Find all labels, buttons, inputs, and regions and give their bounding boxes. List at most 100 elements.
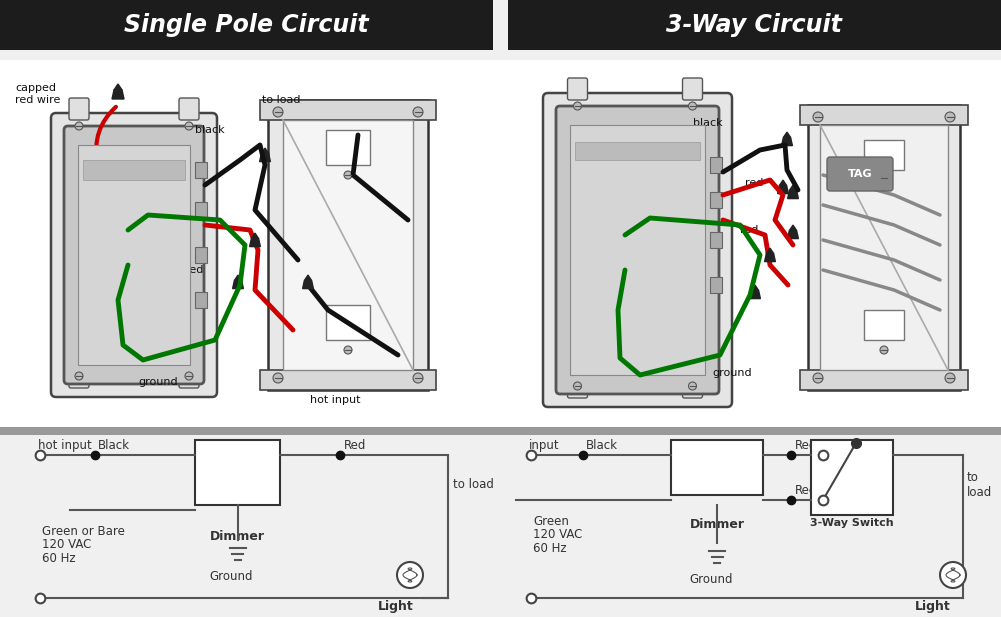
Text: TAG: TAG — [848, 169, 872, 179]
Text: Red: Red — [795, 484, 818, 497]
Text: 120 VAC: 120 VAC — [533, 528, 583, 541]
Polygon shape — [112, 90, 124, 99]
Circle shape — [185, 122, 193, 130]
Polygon shape — [752, 285, 759, 291]
Text: Green or Bare: Green or Bare — [42, 525, 125, 538]
Bar — [508, 0, 1001, 50]
FancyBboxPatch shape — [51, 113, 217, 397]
FancyBboxPatch shape — [179, 98, 199, 120]
Text: hot input: hot input — [38, 439, 92, 452]
Bar — [0, 0, 493, 50]
Text: 60 Hz: 60 Hz — [533, 542, 567, 555]
Bar — [500, 60, 1001, 430]
Bar — [710, 157, 722, 173]
FancyBboxPatch shape — [179, 366, 199, 388]
Bar — [260, 100, 436, 120]
Polygon shape — [788, 191, 799, 199]
Circle shape — [689, 102, 697, 110]
Circle shape — [75, 122, 83, 130]
Bar — [0, 427, 1001, 435]
Polygon shape — [261, 148, 268, 154]
Bar — [195, 247, 207, 263]
Text: black: black — [195, 125, 224, 135]
Polygon shape — [790, 185, 797, 191]
Bar — [864, 310, 904, 340]
FancyBboxPatch shape — [556, 106, 719, 394]
FancyBboxPatch shape — [683, 376, 703, 398]
Circle shape — [945, 373, 955, 383]
Bar — [808, 105, 960, 390]
Polygon shape — [251, 233, 258, 239]
Bar — [575, 142, 700, 160]
Bar — [83, 160, 185, 180]
Text: 3-Way Circuit: 3-Way Circuit — [666, 13, 842, 37]
Polygon shape — [249, 239, 260, 247]
Bar — [195, 292, 207, 308]
Circle shape — [940, 562, 966, 588]
Text: input: input — [529, 439, 560, 452]
Text: Red: Red — [344, 439, 366, 452]
Text: red: red — [740, 225, 759, 235]
Polygon shape — [790, 225, 797, 231]
Polygon shape — [234, 275, 241, 281]
Circle shape — [813, 112, 823, 122]
Circle shape — [273, 373, 283, 383]
Polygon shape — [302, 281, 313, 289]
Text: Ground: Ground — [209, 570, 253, 583]
Bar — [326, 305, 370, 340]
FancyBboxPatch shape — [69, 366, 89, 388]
Polygon shape — [780, 180, 787, 186]
Circle shape — [945, 112, 955, 122]
Bar — [260, 370, 436, 390]
Text: red: red — [745, 178, 764, 188]
Bar — [195, 202, 207, 218]
Text: Green: Green — [533, 515, 569, 528]
Polygon shape — [114, 84, 122, 90]
Circle shape — [413, 373, 423, 383]
FancyBboxPatch shape — [568, 376, 588, 398]
Bar — [78, 145, 190, 365]
Bar — [283, 120, 413, 370]
Text: 60 Hz: 60 Hz — [42, 552, 76, 565]
Circle shape — [574, 382, 582, 390]
Bar — [820, 125, 948, 370]
Text: Black: Black — [586, 439, 618, 452]
Polygon shape — [784, 132, 791, 138]
Bar — [0, 60, 500, 430]
FancyBboxPatch shape — [568, 78, 588, 100]
Bar — [195, 162, 207, 178]
Text: 3-Way Switch: 3-Way Switch — [810, 518, 894, 528]
FancyBboxPatch shape — [683, 78, 703, 100]
Bar — [570, 125, 705, 375]
Text: black: black — [693, 118, 723, 128]
Bar — [268, 100, 428, 390]
Bar — [326, 130, 370, 165]
Bar — [710, 192, 722, 208]
Polygon shape — [765, 254, 776, 262]
Polygon shape — [750, 291, 761, 299]
Text: Red: Red — [795, 439, 818, 452]
Text: hot input: hot input — [310, 395, 360, 405]
Polygon shape — [788, 231, 799, 239]
Text: 120 VAC: 120 VAC — [42, 538, 91, 551]
Circle shape — [185, 372, 193, 380]
FancyBboxPatch shape — [64, 126, 204, 384]
Text: to load: to load — [453, 479, 493, 492]
Bar — [864, 140, 904, 170]
Bar — [710, 232, 722, 248]
Circle shape — [413, 107, 423, 117]
Polygon shape — [304, 275, 311, 281]
Text: Black: Black — [98, 439, 130, 452]
Polygon shape — [232, 281, 243, 289]
Text: Dimmer: Dimmer — [210, 530, 265, 543]
Polygon shape — [259, 154, 270, 162]
Polygon shape — [767, 248, 774, 254]
FancyBboxPatch shape — [69, 98, 89, 120]
Text: Ground: Ground — [689, 573, 733, 586]
FancyBboxPatch shape — [543, 93, 732, 407]
Bar — [811, 440, 893, 515]
Text: ground: ground — [712, 368, 752, 378]
Circle shape — [574, 102, 582, 110]
Text: red: red — [185, 265, 203, 275]
Text: Light: Light — [915, 600, 951, 613]
